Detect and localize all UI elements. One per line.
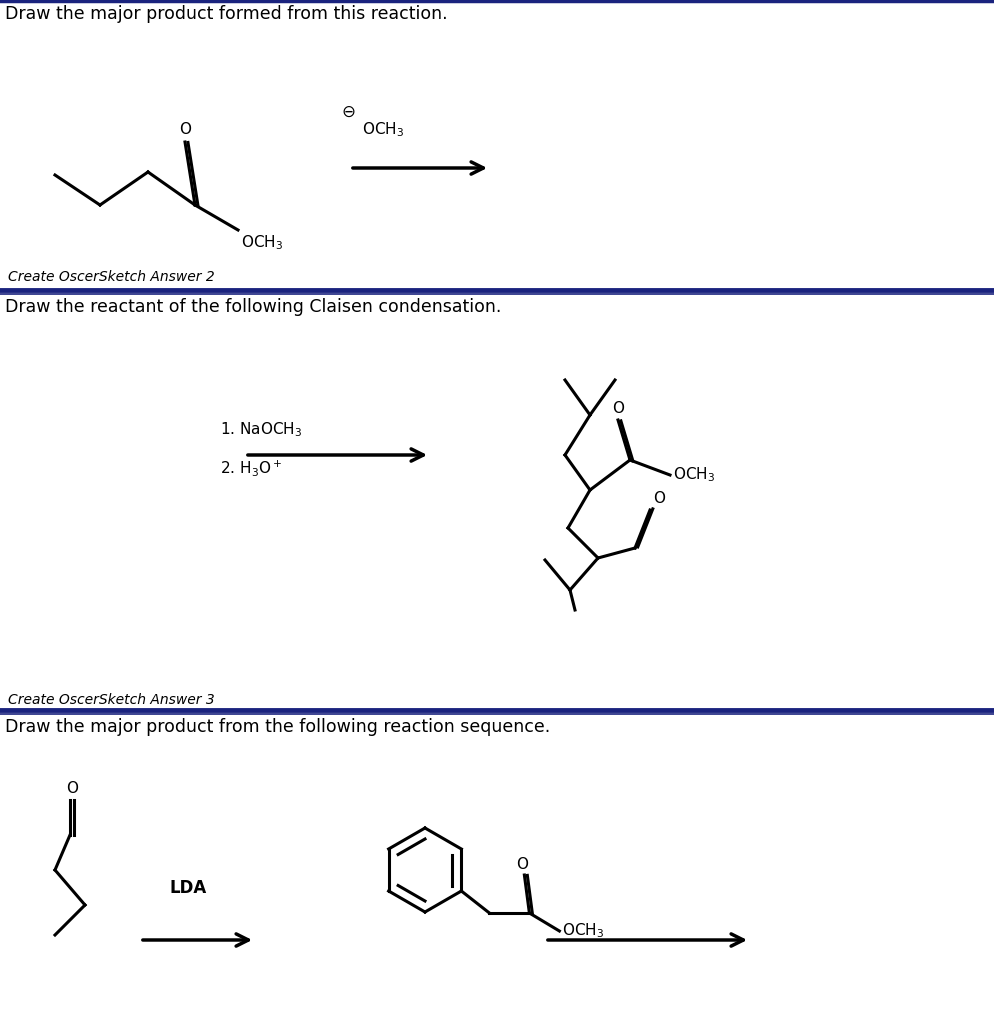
- Text: OCH$_3$: OCH$_3$: [673, 466, 715, 484]
- Text: OCH$_3$: OCH$_3$: [563, 922, 604, 940]
- Text: Create OscerSketch Answer 3: Create OscerSketch Answer 3: [8, 693, 215, 707]
- Text: OCH$_3$: OCH$_3$: [362, 121, 405, 139]
- Text: O: O: [179, 122, 191, 137]
- Text: O: O: [653, 490, 665, 506]
- Text: 2. H$_3$O$^+$: 2. H$_3$O$^+$: [220, 458, 282, 478]
- Text: O: O: [516, 857, 529, 872]
- Text: Draw the reactant of the following Claisen condensation.: Draw the reactant of the following Clais…: [5, 298, 501, 316]
- Text: Draw the major product formed from this reaction.: Draw the major product formed from this …: [5, 5, 447, 23]
- Text: Create OscerSketch Answer 2: Create OscerSketch Answer 2: [8, 270, 215, 284]
- Text: $\ominus$: $\ominus$: [341, 103, 355, 121]
- Text: LDA: LDA: [169, 879, 207, 897]
- Text: Draw the major product from the following reaction sequence.: Draw the major product from the followin…: [5, 718, 551, 736]
- Text: O: O: [66, 781, 78, 796]
- Text: OCH$_3$: OCH$_3$: [241, 233, 283, 252]
- Text: 1. NaOCH$_3$: 1. NaOCH$_3$: [220, 421, 302, 439]
- Text: O: O: [612, 401, 624, 416]
